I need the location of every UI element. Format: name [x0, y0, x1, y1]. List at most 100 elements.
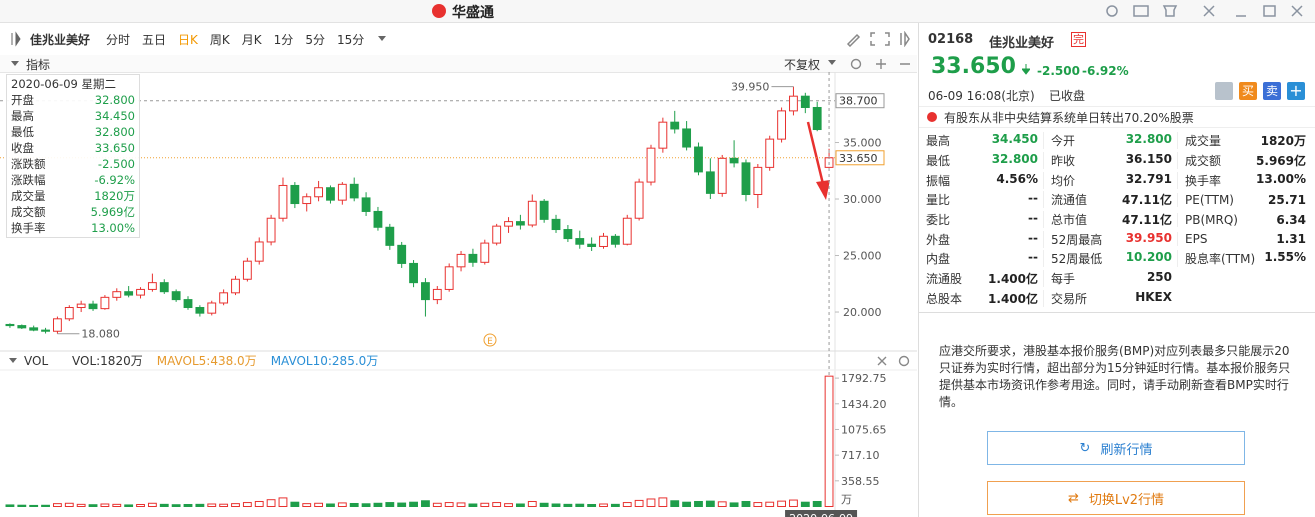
volume-bar — [326, 503, 335, 508]
candle-body — [88, 303, 98, 310]
lv2-button[interactable]: ⇄ 切换Lv2行情 — [987, 481, 1245, 515]
alert-button[interactable] — [1215, 82, 1233, 100]
volume-legend: MAVOL5:438.0万 — [157, 354, 257, 368]
stats-cell: 每手 250 — [1043, 270, 1177, 288]
stats-label: 流通值 — [1051, 193, 1088, 208]
period-tab[interactable]: 周K — [209, 32, 230, 47]
volume-bar — [634, 499, 644, 507]
collapse-icon[interactable] — [0, 29, 30, 49]
volume-bar — [729, 502, 739, 508]
stats-cell: 52周最低 10.200 — [1043, 250, 1177, 268]
info-row: 最低 32.800 — [11, 124, 135, 140]
candle-body — [658, 121, 668, 149]
price-change-pct: -6.92% — [1082, 64, 1129, 78]
add-button[interactable]: + — [1287, 82, 1305, 100]
info-row: 涨跌幅 -6.92% — [11, 172, 135, 188]
volume-bar — [41, 504, 50, 508]
earnings-marker[interactable]: E — [483, 333, 497, 347]
candle-body — [147, 282, 157, 290]
info-date: 2020-06-09 星期二 — [11, 77, 116, 91]
info-value: -6.92% — [94, 173, 135, 187]
y-unit: 万 — [841, 493, 852, 506]
candle-body — [563, 229, 573, 240]
stats-value: 250 — [1146, 270, 1172, 285]
y-tick-label: 20.000 — [843, 306, 882, 319]
info-row: 成交额 5.969亿 — [11, 204, 135, 220]
notice-bar[interactable]: 有股东从非中央结算系统单日转出70.20%股票 — [919, 106, 1315, 128]
volume-bar — [231, 503, 240, 507]
candle-body — [409, 262, 418, 284]
chart-controls[interactable] — [826, 58, 916, 70]
collapse-arrow[interactable] — [10, 59, 20, 69]
period-tab[interactable]: 五日 — [142, 32, 167, 47]
adjust-select[interactable]: 不复权 — [784, 58, 821, 72]
stats-label: 振幅 — [926, 173, 951, 188]
volume-bar — [373, 502, 383, 507]
quote-time: 06-09 16:08(北京) — [928, 89, 1035, 103]
candle-body — [5, 323, 15, 327]
stats-cell: 总市值 47.11亿 — [1043, 211, 1177, 229]
top-bar: 华盛通 — [0, 0, 1315, 23]
volume-bar — [622, 502, 632, 507]
price-change: -2.500 — [1037, 64, 1080, 78]
stats-value: 4.56% — [996, 171, 1038, 186]
collapse-arrow[interactable] — [9, 358, 17, 363]
period-tab[interactable]: 分时 — [106, 32, 131, 47]
stats-label: 均价 — [1051, 173, 1076, 188]
stats-value: 34.450 — [991, 132, 1038, 147]
candle-body — [432, 288, 442, 301]
period-tab[interactable]: 5分 — [305, 32, 325, 47]
stats-value: 1.400亿 — [988, 272, 1038, 287]
volume-bar — [409, 501, 418, 507]
volume-bar — [278, 497, 288, 507]
indicator-label[interactable]: 指标 — [26, 58, 51, 72]
volume-bar — [421, 500, 430, 508]
sell-button[interactable]: 卖 — [1263, 82, 1281, 100]
window-icons — [1106, 5, 1303, 17]
buy-button[interactable]: 买 — [1239, 82, 1257, 100]
stats-label: 最低 — [926, 154, 951, 169]
y-tick-label: 25.000 — [843, 250, 882, 263]
stats-cell: 总股本 1.400亿 — [919, 290, 1043, 307]
stats-row: 量比 -- 流通值 47.11亿 PE(TTM) 25.71 — [919, 190, 1315, 210]
period-tab[interactable]: 15分 — [336, 32, 365, 47]
dropdown-arrow[interactable] — [376, 34, 390, 44]
candle-body — [361, 197, 371, 212]
low-label: 18.080 — [81, 328, 120, 341]
volume-bar — [242, 502, 252, 507]
candle-body — [231, 278, 240, 294]
y-tick-label: 35.000 — [843, 137, 882, 150]
volume-bar — [349, 502, 359, 507]
stats-label: 流通股 — [926, 272, 963, 287]
volume-bar — [539, 502, 549, 507]
tool-icons[interactable] — [845, 31, 915, 47]
volume-bar — [147, 502, 157, 507]
volume-controls[interactable] — [877, 355, 910, 367]
stats-value: 32.800 — [1125, 132, 1172, 147]
volume-bar — [563, 503, 573, 507]
candle-body — [41, 329, 50, 332]
period-tab[interactable]: 日K — [178, 32, 198, 47]
stats-row: 外盘 -- 52周最高 39.950 EPS 1.31 — [919, 229, 1315, 249]
stats-cell: 今开 32.800 — [1043, 132, 1177, 150]
stats-value: 5.969亿 — [1256, 154, 1306, 169]
volume-header: VOL VOL:1820万 MAVOL5:438.0万 MAVOL10:285.0万 — [9, 354, 378, 368]
stats-label: 成交额 — [1185, 154, 1222, 169]
volume-bar — [159, 503, 169, 507]
candle-body — [729, 157, 739, 164]
period-tab[interactable]: 月K — [241, 32, 262, 47]
stats-cell: 外盘 -- — [919, 231, 1043, 248]
candle-body — [753, 166, 763, 196]
candle-body — [326, 187, 335, 201]
info-row: 最高 34.450 — [11, 108, 135, 124]
candle-body — [705, 171, 715, 194]
volume-bar — [575, 503, 585, 508]
candle-body — [266, 217, 276, 243]
info-value: 1820万 — [94, 189, 135, 203]
info-value: -2.500 — [97, 157, 135, 171]
candle-body — [290, 184, 300, 205]
period-tab[interactable]: 1分 — [273, 32, 294, 47]
refresh-button[interactable]: ↻ 刷新行情 — [987, 431, 1245, 465]
candle-body — [800, 95, 810, 108]
candle-body — [646, 147, 656, 183]
